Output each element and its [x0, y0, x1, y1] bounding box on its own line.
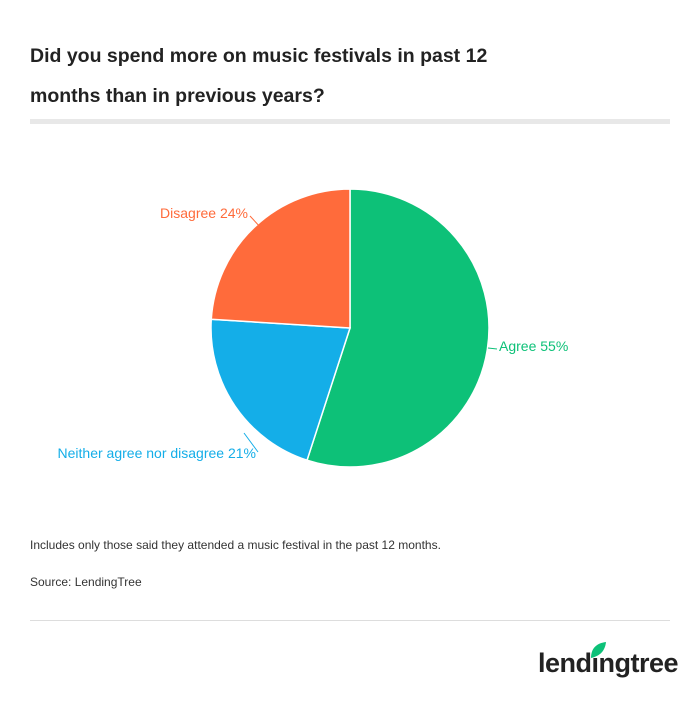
slice-label: Disagree 24%: [160, 205, 248, 221]
slice-value: 21%: [228, 445, 256, 461]
pie-slice: [306, 188, 490, 468]
slice-label: Neither agree nor disagree 21%: [58, 445, 256, 461]
leader-line: [487, 347, 498, 350]
slice-category: Agree: [499, 338, 537, 354]
chart-title: Did you spend more on music festivals in…: [30, 45, 488, 107]
logo-text: lendingtree: [538, 648, 679, 678]
slice-value: 55%: [540, 338, 568, 354]
chart: Agree 55% Neither agree nor disagree 21% D…: [58, 188, 568, 468]
leader-line: [243, 432, 259, 453]
leader-line: [249, 215, 263, 230]
pie-slice: [210, 188, 351, 329]
footer-rule: [30, 620, 670, 621]
slice-category: Neither agree nor disagree: [58, 445, 225, 461]
slice-label: Agree 55%: [499, 338, 568, 354]
pie-slice: [210, 318, 352, 462]
title-rule: [30, 119, 670, 124]
chart-source: Source: LendingTree: [30, 575, 142, 589]
chart-note: Includes only those said they attended a…: [30, 538, 441, 552]
slice-category: Disagree: [160, 205, 216, 221]
logo-leaf: [591, 642, 606, 658]
slice-value: 24%: [220, 205, 248, 221]
logo: lendingtree: [538, 642, 679, 679]
